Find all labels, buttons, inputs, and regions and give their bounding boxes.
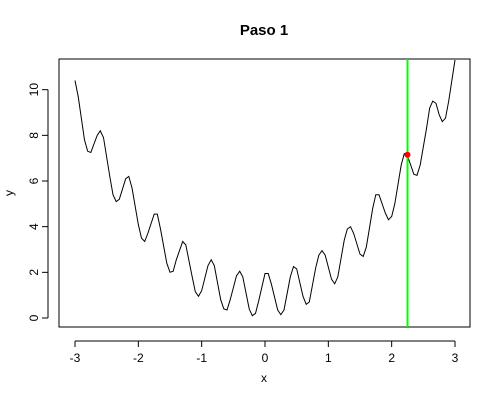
chart-title: Paso 1	[240, 22, 288, 39]
marker-point	[404, 151, 411, 158]
x-tick-label: -1	[196, 351, 207, 365]
plot-area-border	[58, 58, 471, 328]
x-tick-label: -3	[70, 351, 81, 365]
y-tick-label: 10	[27, 83, 41, 97]
y-tick-label: 8	[27, 132, 41, 139]
y-tick-label: 0	[27, 314, 41, 321]
series-line	[74, 59, 456, 317]
x-tick-label: 2	[388, 351, 395, 365]
x-tick-label: 1	[325, 351, 332, 365]
y-axis: 0 2 4 6 8 10	[27, 83, 49, 321]
x-tick-label: 3	[452, 351, 459, 365]
x-axis: -3 -2 -1 0 1 2 3	[70, 340, 459, 365]
y-tick-label: 6	[27, 177, 41, 184]
y-axis-label: y	[2, 190, 16, 196]
x-axis-label: x	[261, 371, 267, 385]
x-tick-label: 0	[262, 351, 269, 365]
y-tick-label: 4	[27, 223, 41, 230]
x-tick-label: -2	[133, 351, 144, 365]
y-tick-label: 2	[27, 269, 41, 276]
